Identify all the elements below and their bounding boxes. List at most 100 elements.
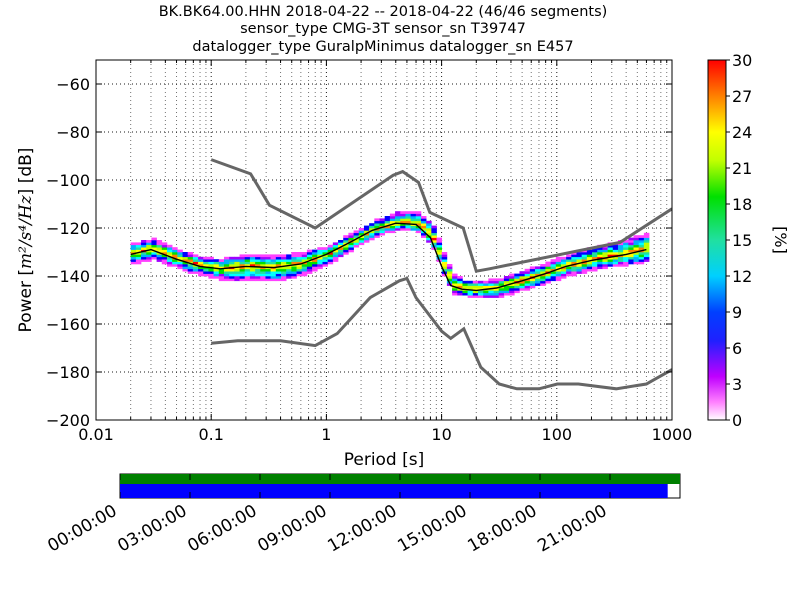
y-axis-label-prefix: Power [ [16, 269, 36, 332]
density-cell [208, 271, 214, 274]
density-cell [255, 261, 261, 265]
y-tick-label: −160 [46, 315, 90, 334]
density-cell [571, 268, 577, 272]
density-cell [576, 259, 582, 262]
density-cell [638, 242, 645, 246]
density-cell [244, 261, 251, 265]
density-cell [343, 244, 349, 248]
density-cell [343, 249, 349, 253]
density-cell [628, 242, 634, 246]
density-cell [535, 268, 541, 272]
density-cell [322, 247, 328, 250]
density-cell [244, 266, 251, 270]
density-cell [431, 230, 437, 234]
density-cell [400, 211, 406, 214]
density-cell [363, 235, 370, 238]
density-cell [503, 290, 510, 294]
density-cell [182, 252, 189, 255]
density-cell [281, 259, 287, 262]
density-cell [467, 295, 474, 298]
density-cell [192, 256, 199, 260]
density-cell [343, 247, 349, 250]
density-cell [327, 261, 334, 265]
density-cell [612, 247, 619, 250]
density-cell [571, 259, 577, 262]
density-cell [436, 240, 443, 243]
density-cell [431, 242, 437, 246]
density-cell [172, 252, 178, 255]
density-cell [301, 271, 308, 274]
density-cell [192, 259, 199, 262]
x-tick-label: 10 [431, 425, 451, 444]
density-cell [384, 218, 391, 222]
density-cell [301, 259, 308, 262]
density-cell [182, 268, 189, 272]
density-cell [410, 216, 417, 219]
density-cell [146, 256, 152, 260]
density-cell [467, 280, 474, 284]
density-cell [566, 266, 572, 270]
density-cell [576, 256, 582, 260]
density-cell [379, 230, 385, 234]
density-cell [592, 268, 598, 272]
density-cell [592, 261, 598, 265]
density-cell [426, 220, 432, 224]
density-cell [270, 271, 277, 274]
x-tick-label: 1 [321, 425, 331, 444]
y-tick-label: −140 [46, 267, 90, 286]
density-cell [389, 220, 396, 224]
density-cell [540, 268, 546, 272]
density-cell [560, 256, 567, 260]
density-cell [327, 259, 334, 262]
y-tick-label: −100 [46, 171, 90, 190]
mode-line [130, 222, 647, 292]
density-cell [244, 264, 251, 267]
density-cell [353, 242, 360, 246]
density-cell [384, 223, 391, 226]
density-cell [198, 271, 204, 274]
density-cell [400, 225, 406, 229]
density-cell [234, 268, 240, 272]
density-cell [161, 254, 168, 258]
density-cell [332, 259, 339, 262]
density-cell [218, 278, 225, 282]
y-axis-label-suffix: ] [dB] [16, 148, 36, 196]
density-cell [586, 252, 593, 255]
density-cell [332, 242, 339, 246]
density-cell [306, 256, 313, 260]
density-cell [234, 261, 240, 265]
density-cell [529, 278, 536, 282]
density-cell [602, 247, 608, 250]
density-cell [208, 273, 214, 277]
density-cell [389, 230, 396, 234]
density-cell [322, 259, 328, 262]
density-cell [441, 261, 448, 265]
density-cell [265, 261, 271, 265]
density-cell [560, 273, 567, 277]
density-cell [493, 292, 500, 296]
density-cell [146, 244, 152, 248]
density-cell [389, 225, 396, 229]
density-cell [597, 247, 603, 250]
density-cell [457, 276, 463, 279]
density-cell [249, 259, 256, 262]
density-cell [213, 273, 220, 277]
density-cell [218, 264, 225, 267]
density-cell [493, 288, 500, 291]
density-cell [374, 220, 380, 224]
density-cell [633, 256, 640, 260]
density-cell [415, 220, 422, 224]
density-cell [348, 244, 354, 248]
density-cell [638, 240, 645, 243]
density-cell [296, 254, 303, 258]
density-cell [317, 254, 323, 258]
density-cell [612, 256, 619, 260]
density-cell [182, 261, 189, 265]
density-cell [182, 256, 189, 260]
density-cell [566, 271, 572, 274]
density-cell [545, 268, 551, 272]
density-cell [146, 249, 152, 253]
density-cell [358, 230, 365, 234]
density-cell [628, 247, 634, 250]
colorbar-tick-label: 12 [732, 267, 752, 286]
